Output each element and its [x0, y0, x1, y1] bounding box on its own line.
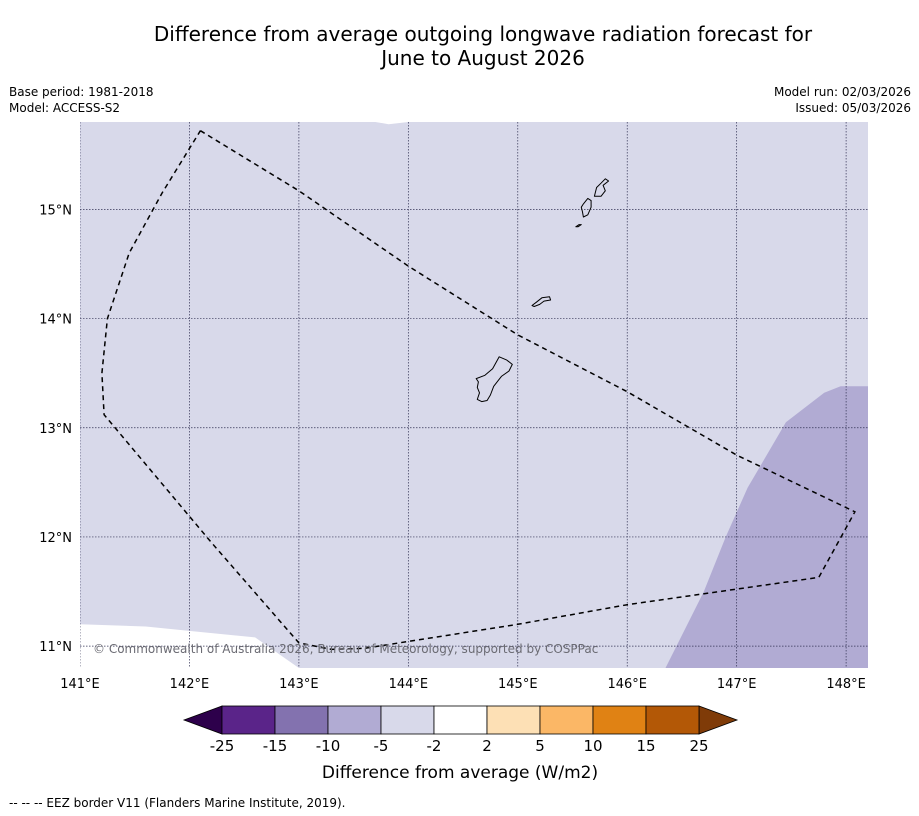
- colorbar-swatch: [327, 705, 382, 735]
- x-tick-label: 146°E: [607, 677, 647, 692]
- x-tick-label: 148°E: [826, 677, 866, 692]
- colorbar-tick-label: -25: [210, 737, 235, 755]
- colorbar-tick-label: -5: [374, 737, 389, 755]
- colorbar-swatch: [274, 705, 329, 735]
- y-tick-label: 12°N: [39, 531, 72, 546]
- colorbar-swatch: [486, 705, 541, 735]
- colorbar-tick-label: -2: [427, 737, 442, 755]
- x-tick-label: 144°E: [389, 677, 429, 692]
- island-tinian: [580, 197, 592, 218]
- y-tick-label: 13°N: [39, 422, 72, 437]
- meta-left: Base period: 1981-2018 Model: ACCESS-S2: [9, 84, 154, 116]
- y-tick-label: 14°N: [39, 313, 72, 328]
- island-aguijan: [575, 224, 582, 228]
- colorbar-swatch: [380, 705, 435, 735]
- colorbar: -25 -15 -10 -5 -2 2 5 10 15 25: [182, 705, 739, 755]
- colorbar-swatch: [592, 705, 647, 735]
- colorbar-swatch: [539, 705, 594, 735]
- anomaly-region-0: [80, 122, 868, 668]
- base-period: Base period: 1981-2018: [9, 85, 154, 99]
- x-tick-label: 147°E: [717, 677, 757, 692]
- meta-right: Model run: 02/03/2026 Issued: 05/03/2026: [774, 84, 911, 116]
- colorbar-tick-label: 25: [689, 737, 708, 755]
- chart-svg: © Commonwealth of Australia 2026, Bureau…: [39, 122, 868, 783]
- island-rota: [531, 296, 552, 307]
- colorbar-under-arrow: [182, 705, 223, 735]
- eez-footnote: -- -- -- EEZ border V11 (Flanders Marine…: [9, 796, 346, 810]
- colorbar-swatch: [645, 705, 700, 735]
- eez-border: [101, 130, 856, 651]
- colorbar-label: Difference from average (W/m2): [322, 763, 598, 783]
- anomaly-region-1: [665, 386, 868, 668]
- chart-title: Difference from average outgoing longwav…: [0, 22, 919, 70]
- colorbar-over-arrow: [698, 705, 739, 735]
- x-tick-label: 141°E: [60, 677, 100, 692]
- x-tick-label: 142°E: [170, 677, 210, 692]
- y-tick-label: 15°N: [39, 203, 72, 218]
- colorbar-tick-label: 15: [636, 737, 655, 755]
- island-guam: [475, 356, 513, 403]
- colorbar-tick-label: 5: [535, 737, 545, 755]
- x-tick-label: 145°E: [498, 677, 538, 692]
- x-tick-label: 143°E: [279, 677, 319, 692]
- axis-layer: 141°E 142°E 143°E 144°E 145°E 146°E 147°E 148°E…: [39, 203, 866, 692]
- island-saipan: [593, 178, 610, 197]
- colorbar-swatch: [433, 705, 488, 735]
- model-run: Model run: 02/03/2026: [773, 85, 911, 99]
- colorbar-tick-label: -10: [316, 737, 341, 755]
- colorbar-tick-label: -15: [263, 737, 288, 755]
- chart-title-line2: June to August 2026: [381, 46, 585, 70]
- map-layer: [80, 122, 868, 668]
- colorbar-tick-label: 2: [482, 737, 492, 755]
- colorbar-swatch: [221, 705, 276, 735]
- issued-date: Issued: 05/03/2026: [795, 101, 911, 115]
- colorbar-tick-label: 10: [583, 737, 602, 755]
- plot-area: [80, 122, 868, 668]
- chart-title-line1: Difference from average outgoing longwav…: [153, 22, 813, 46]
- y-tick-label: 11°N: [39, 640, 72, 655]
- model-name: Model: ACCESS-S2: [9, 101, 121, 115]
- copyright-text: © Commonwealth of Australia 2026, Bureau…: [93, 642, 598, 656]
